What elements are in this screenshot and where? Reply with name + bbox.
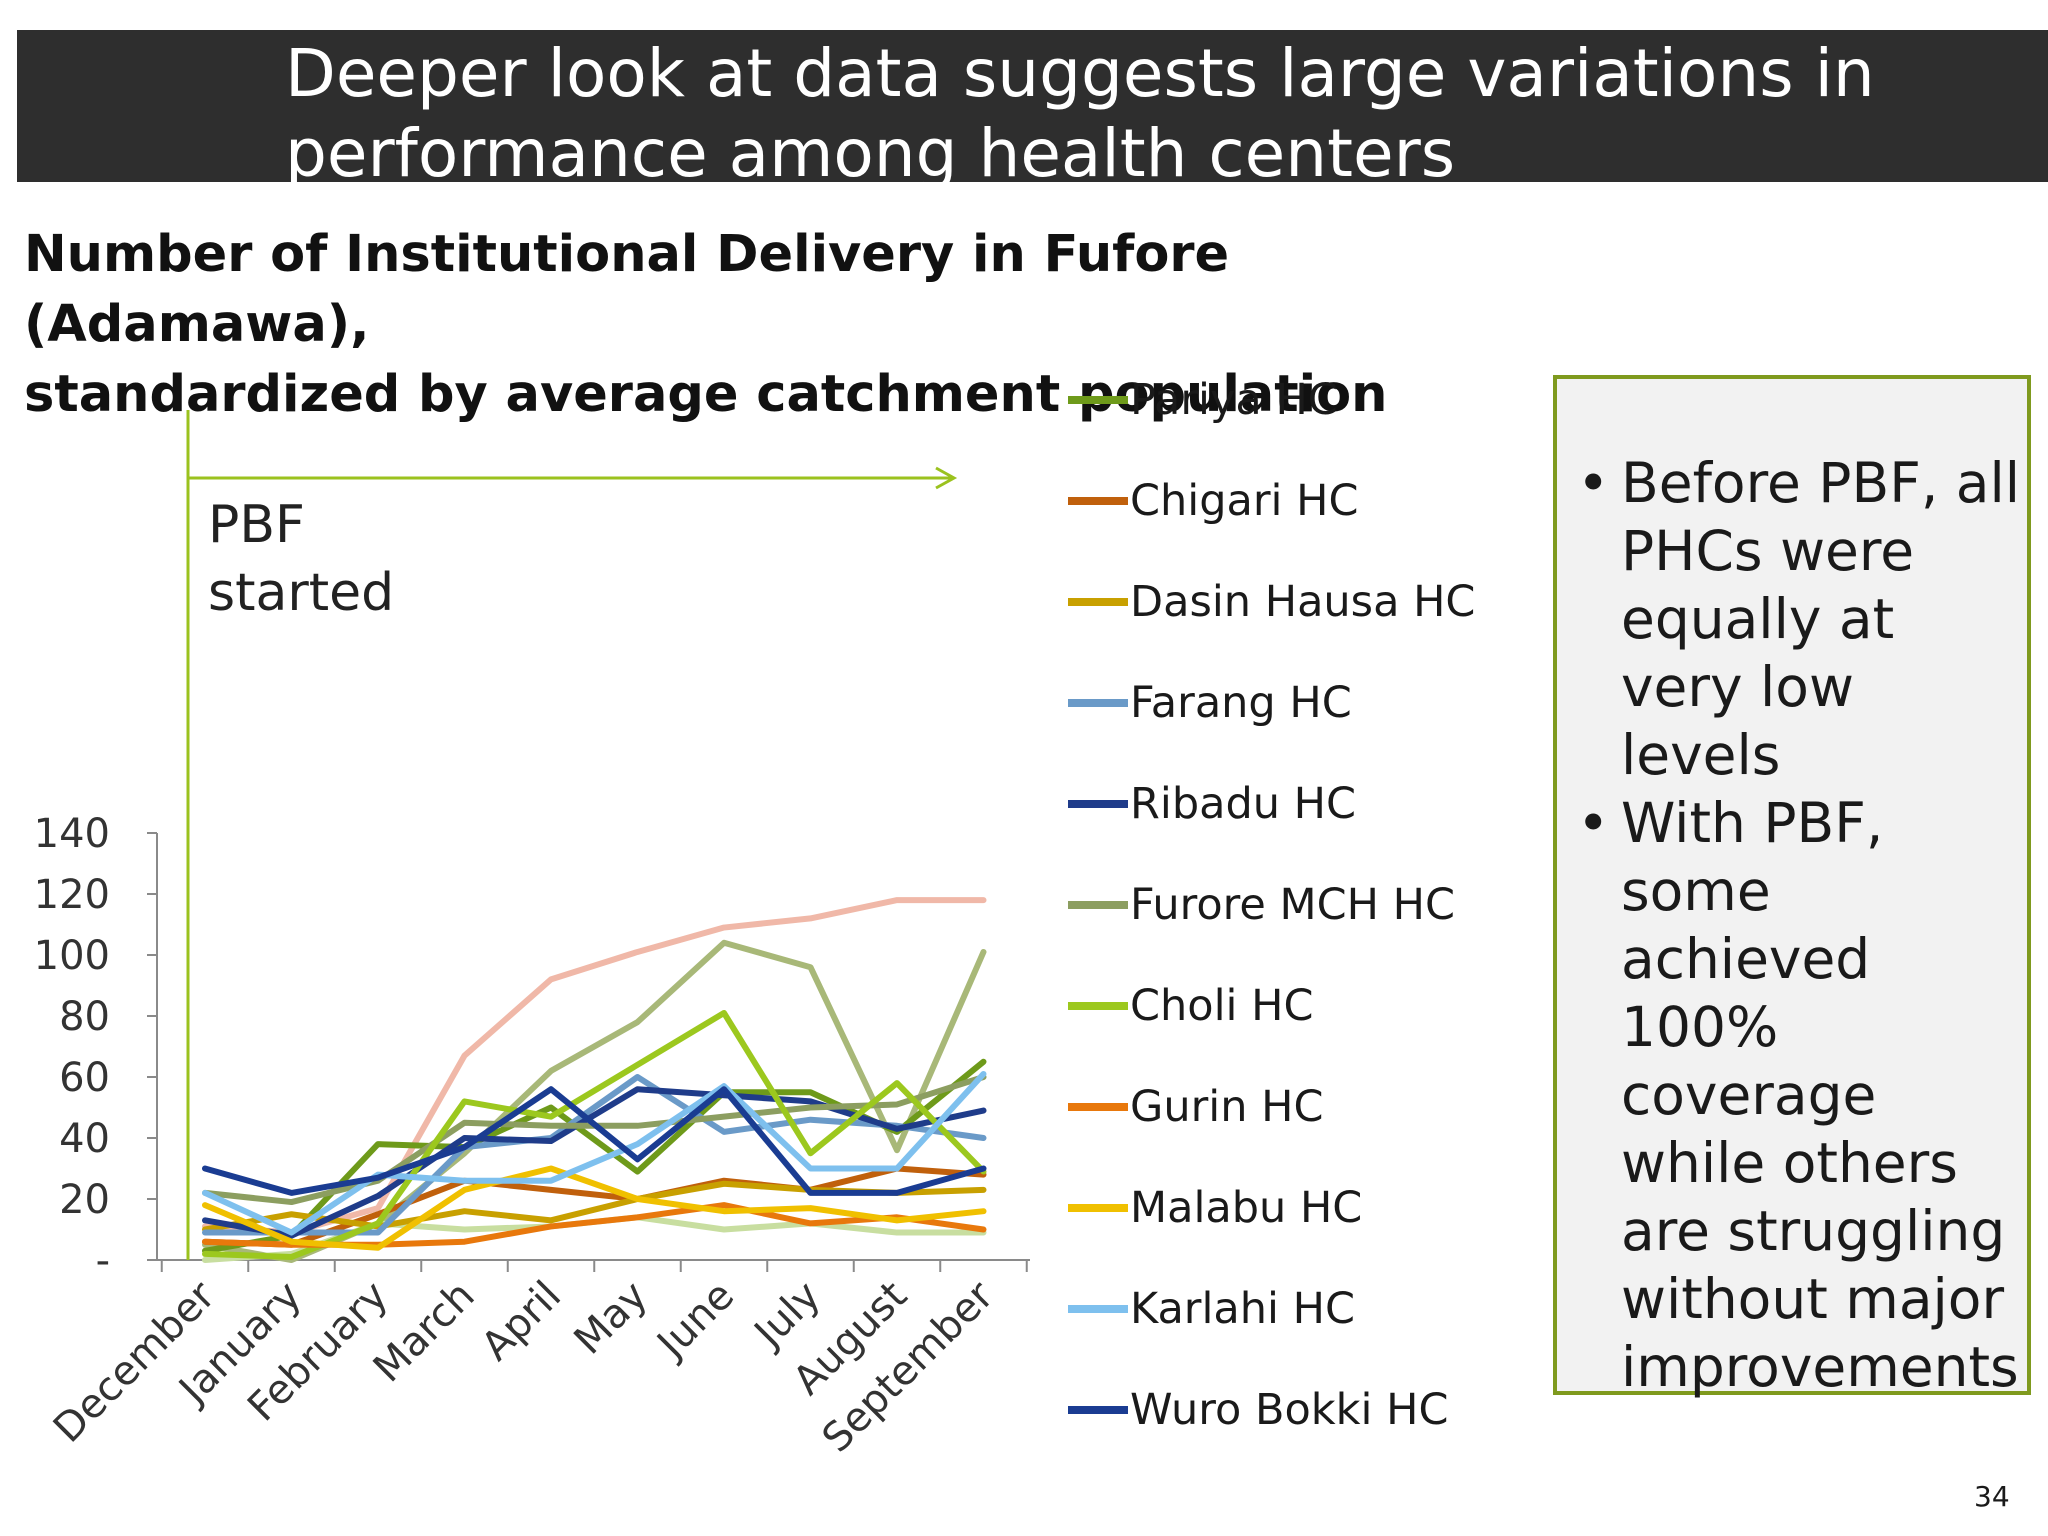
y-tick-label: 100 [34, 933, 110, 979]
legend-item: Wuro Bokki HC [1068, 1380, 1449, 1440]
chart-subtitle-line1: Number of Institutional Delivery in Fufo… [24, 225, 1230, 354]
legend-item: Dasin Hausa HC [1068, 572, 1475, 632]
series-line-karlahi-hc [202, 1070, 987, 1236]
legend-label: Malabu HC [1130, 1183, 1363, 1233]
legend-item: Furore MCH HC [1068, 875, 1455, 935]
line-chart: -20406080100120140DecemberJanuaryFebruar… [34, 410, 1030, 1461]
chart-subtitle: Number of Institutional Delivery in Fufo… [24, 220, 1524, 430]
chart-subtitle-line2: standardized by average catchment popula… [24, 365, 1388, 424]
legend-item: Malabu HC [1068, 1178, 1362, 1238]
bullet-glyph: • [1577, 451, 1610, 515]
legend-swatch [1068, 1204, 1128, 1212]
legend-label: Karlahi HC [1130, 1284, 1355, 1334]
legend-swatch [1068, 699, 1128, 707]
legend-label: Furore MCH HC [1130, 880, 1456, 930]
legend-item: Karlahi HC [1068, 1279, 1355, 1339]
legend-label: Choli HC [1130, 981, 1314, 1031]
pbf-annotation-line1: PBF [208, 495, 305, 555]
legend-item: Gurin HC [1068, 1077, 1323, 1137]
legend-swatch [1068, 1002, 1128, 1010]
legend-item: Choli HC [1068, 976, 1314, 1036]
legend-swatch [1068, 1103, 1128, 1111]
pbf-arrow-head [935, 466, 958, 490]
callout-box: • Before PBF, all PHCs were equally at ve… [1553, 375, 2031, 1399]
series-line-wuro-bokki-hc [202, 1086, 987, 1196]
legend-swatch [1068, 800, 1128, 808]
legend-label: Pariya HC [1130, 375, 1338, 425]
x-tick-label: April [473, 1273, 570, 1370]
page-number: 34 [1974, 1480, 2010, 1513]
legend-label: Dasin Hausa HC [1130, 577, 1476, 627]
series-line-malabu-hc [202, 1165, 987, 1251]
x-tick-label: May [566, 1273, 657, 1364]
series-line-farang-hc [202, 1074, 987, 1236]
series-line-chigari-hc [202, 1165, 987, 1248]
y-tick-label: 40 [59, 1116, 110, 1162]
legend-label: Ribadu HC [1130, 779, 1357, 829]
series-line-choli-hc [202, 1009, 987, 1260]
y-tick-label: 60 [59, 1055, 110, 1101]
legend-item: Ribadu HC [1068, 774, 1356, 834]
legend-swatch [1068, 497, 1128, 505]
y-tick-label: 20 [59, 1177, 110, 1223]
title-bar: Deeper look at data suggests large varia… [17, 30, 2048, 182]
legend-label: Gurin HC [1130, 1082, 1324, 1132]
callout-bullet-text: With PBF, some achieved 100% coverage wh… [1621, 791, 2019, 1399]
y-tick-label: - [96, 1238, 110, 1284]
x-tick-label: June [647, 1273, 743, 1369]
legend-label: Chigari HC [1130, 476, 1359, 526]
callout-bullet-item: • Before PBF, all PHCs were equally at ve… [1577, 449, 2021, 789]
callout-bullet-item: • With PBF, some achieved 100% coverage w… [1577, 789, 2021, 1401]
legend-swatch [1068, 598, 1128, 606]
y-tick-label: 80 [59, 994, 110, 1040]
legend-item: Farang HC [1068, 673, 1352, 733]
legend-swatch [1068, 1305, 1128, 1313]
legend-swatch [1068, 396, 1128, 404]
bullet-glyph: • [1577, 791, 1610, 855]
legend-swatch [1068, 1406, 1128, 1414]
y-tick-label: 120 [34, 872, 110, 918]
callout-bullet-text: Before PBF, all PHCs were equally at ver… [1621, 451, 2021, 787]
legend-label: Wuro Bokki HC [1130, 1385, 1449, 1435]
legend-swatch [1068, 901, 1128, 909]
legend-item: Chigari HC [1068, 471, 1359, 531]
y-tick-label: 140 [34, 811, 110, 857]
legend-label: Farang HC [1130, 678, 1352, 728]
x-tick-label: March [365, 1273, 484, 1392]
pbf-annotation-line2: started [208, 563, 394, 623]
legend-item: Pariya HC [1068, 370, 1338, 430]
slide-title: Deeper look at data suggests large varia… [285, 35, 1875, 182]
